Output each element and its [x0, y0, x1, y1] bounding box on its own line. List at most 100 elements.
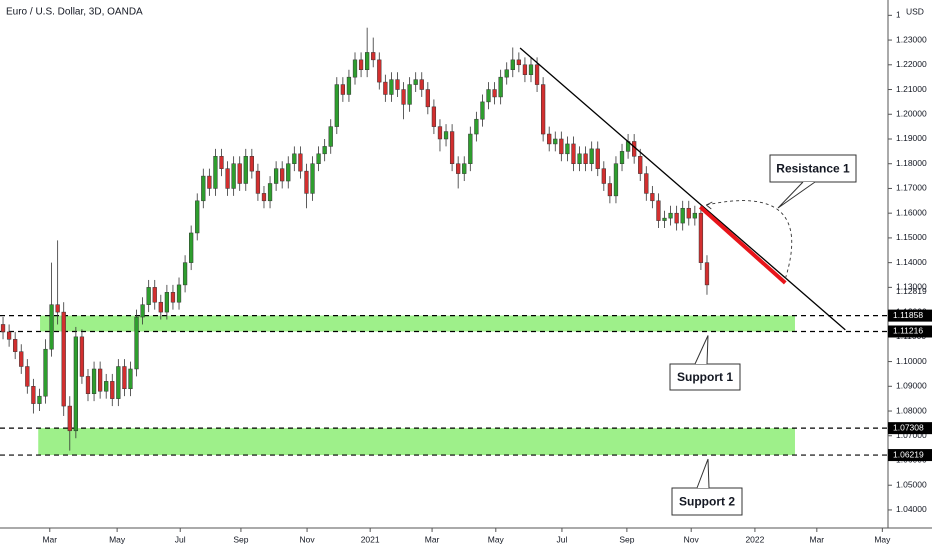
- candle-body: [510, 59, 515, 70]
- candle-body: [383, 81, 388, 95]
- candle-body: [698, 212, 704, 263]
- y-tick-label: 1.20000: [896, 109, 927, 119]
- candle-body: [571, 143, 576, 164]
- candle-body: [61, 311, 66, 407]
- candle-body: [195, 200, 200, 234]
- candle-body: [346, 76, 352, 95]
- candle-body: [449, 131, 455, 164]
- level-label-box: [888, 309, 932, 322]
- candle-body: [680, 207, 685, 224]
- y-tick-label: 1.18000: [896, 158, 927, 168]
- y-tick-label: 1.19000: [896, 133, 927, 143]
- candle-body: [528, 64, 534, 75]
- x-tick-label: May: [874, 534, 891, 544]
- candle-body: [164, 292, 170, 313]
- x-tick-label: Jul: [557, 534, 568, 544]
- candle-body: [182, 262, 188, 286]
- candle-body: [189, 232, 194, 263]
- candle-body: [686, 207, 691, 219]
- y-tick-label: 1.22000: [896, 59, 927, 69]
- candle-body: [261, 193, 267, 202]
- candle-body: [146, 287, 151, 305]
- candle-body: [595, 148, 600, 169]
- candle-body: [292, 153, 297, 164]
- candle-body: [437, 126, 443, 140]
- candle-body: [67, 405, 72, 432]
- callout-pointer: [777, 181, 816, 209]
- candle-body: [116, 366, 121, 399]
- candle-body: [619, 151, 625, 164]
- candle-body: [249, 156, 254, 172]
- candle-body: [522, 64, 528, 75]
- y-tick-label: 1.13000: [896, 282, 927, 292]
- candle-body: [377, 59, 382, 83]
- candle-body: [474, 118, 479, 135]
- candle-body: [243, 156, 248, 184]
- candle-body: [486, 89, 491, 103]
- candle-body: [674, 212, 679, 224]
- candle-body: [371, 52, 376, 61]
- y-tick-label: 1.04000: [896, 504, 927, 514]
- curved-arrow: [706, 200, 793, 280]
- candle-body: [170, 292, 176, 303]
- x-tick-label: 2022: [745, 534, 764, 544]
- candle-body: [13, 339, 18, 352]
- candle-body: [334, 84, 339, 127]
- candle-body: [601, 168, 606, 184]
- candle-body: [365, 52, 370, 70]
- level-label-box: [888, 325, 932, 338]
- candle-body: [158, 301, 163, 313]
- candle-body: [304, 170, 309, 194]
- candle-body: [73, 336, 78, 432]
- candle-body: [559, 138, 564, 155]
- candle-body: [668, 212, 673, 219]
- level-label: 1.07308: [893, 422, 924, 432]
- candle-body: [553, 138, 558, 145]
- candle-body: [632, 141, 637, 157]
- x-tick-label: Jul: [175, 534, 186, 544]
- candle-body: [0, 324, 6, 333]
- callout-box: [671, 487, 743, 516]
- callout-box: [669, 363, 741, 391]
- candle-body: [316, 153, 321, 164]
- y-tick-label: 1.09000: [896, 381, 927, 391]
- callout-pointer: [694, 335, 709, 365]
- candle-body: [656, 200, 661, 221]
- level-label-box: [888, 449, 932, 462]
- candle-body: [91, 368, 97, 394]
- candle-body: [104, 381, 109, 392]
- candle-body: [583, 153, 588, 164]
- candle-body: [97, 368, 103, 392]
- x-tick-label: Mar: [425, 534, 440, 544]
- y-tick-label: 1.05000: [896, 479, 927, 489]
- candle-body: [692, 212, 697, 219]
- candle-body: [152, 287, 157, 303]
- candle-body: [504, 69, 509, 78]
- x-tick-label: May: [109, 534, 126, 544]
- candle-body: [134, 316, 139, 370]
- x-tick-label: Mar: [42, 534, 57, 544]
- candle-body: [534, 64, 540, 85]
- candle-body: [219, 156, 224, 169]
- candle-body: [589, 148, 594, 164]
- candle-body: [407, 84, 412, 105]
- candle-body: [547, 133, 552, 145]
- x-tick-label: May: [488, 534, 505, 544]
- candle-body: [201, 175, 206, 202]
- candle-body: [498, 76, 503, 98]
- y-tick-label: 1.17000: [896, 183, 927, 193]
- y-tick-label: 1.23000: [896, 34, 927, 44]
- candle-body: [273, 168, 279, 184]
- candle-body: [79, 336, 85, 377]
- candle-body: [419, 79, 424, 90]
- candle-body: [122, 366, 127, 390]
- level-label: 1.06219: [893, 449, 924, 459]
- candle-body: [110, 381, 115, 399]
- candle-body: [128, 368, 133, 390]
- x-tick-label: Nov: [684, 534, 700, 544]
- y-unit: USD: [906, 6, 924, 16]
- y-tick-label: 1.16000: [896, 207, 927, 217]
- candle-body: [395, 79, 400, 90]
